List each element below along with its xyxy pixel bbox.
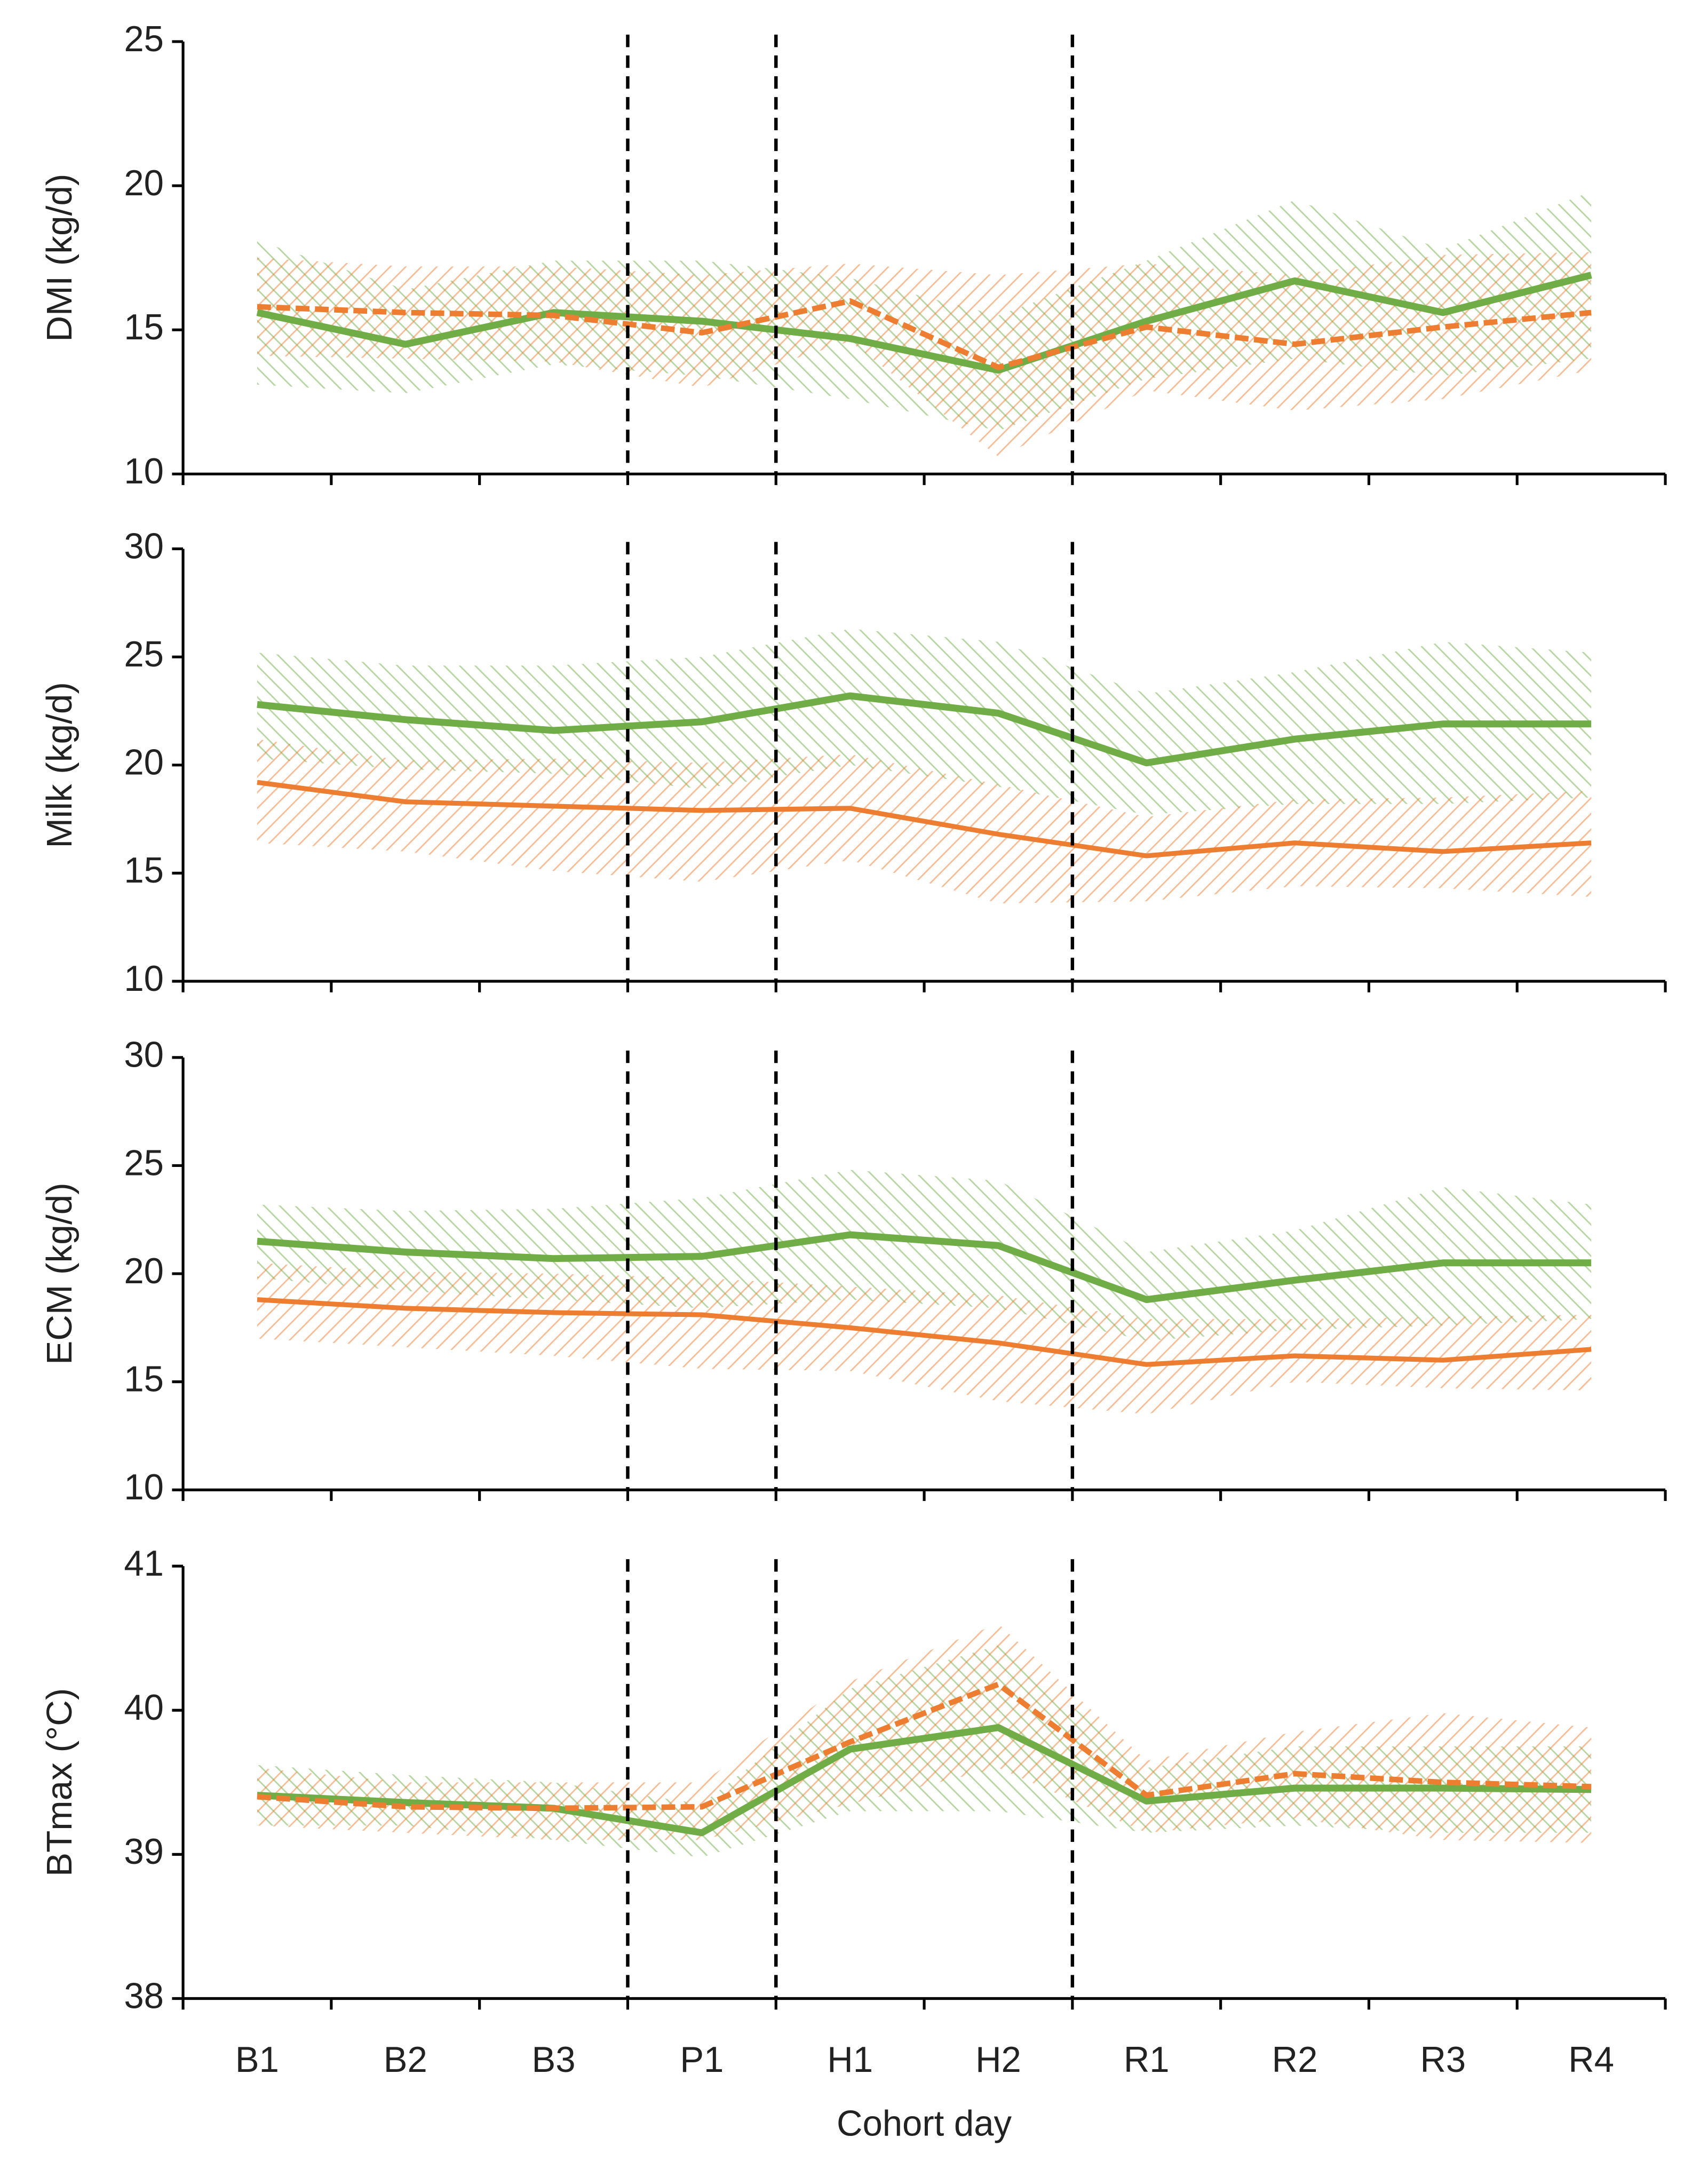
y-tick-label: 30 <box>124 526 164 566</box>
data-line <box>257 1297 1592 1367</box>
y-tick-label: 25 <box>124 19 164 59</box>
x-tick-label: B2 <box>384 2040 427 2080</box>
x-tick-label: R2 <box>1272 2040 1318 2080</box>
data-line <box>257 692 1592 767</box>
x-tick-label: H2 <box>975 2040 1021 2080</box>
data-line <box>256 272 1592 374</box>
data-line <box>257 298 1592 370</box>
y-tick-label: 10 <box>124 1467 164 1507</box>
y-tick-label: 15 <box>124 1359 164 1399</box>
y-axis-label: ECM (kg/d) <box>39 1182 80 1364</box>
y-tick-label: 39 <box>124 1832 164 1872</box>
x-axis-label: Cohort day <box>837 2103 1012 2143</box>
y-tick-label: 40 <box>124 1688 164 1728</box>
y-tick-label: 25 <box>124 1143 164 1183</box>
y-axis-label: DMI (kg/d) <box>39 174 80 342</box>
y-tick-label: 15 <box>124 851 164 891</box>
error-band <box>257 1262 1592 1415</box>
y-tick-label: 41 <box>124 1544 164 1584</box>
y-tick-label: 10 <box>124 451 164 491</box>
x-tick-label: H1 <box>827 2040 873 2080</box>
y-axis-label: BTmax (°C) <box>39 1688 80 1877</box>
y-tick-label: 10 <box>124 959 164 999</box>
x-tick-label: R1 <box>1124 2040 1170 2080</box>
y-axis-label: Milk (kg/d) <box>39 682 80 848</box>
data-line <box>257 1681 1592 1812</box>
x-tick-label: B1 <box>235 2040 279 2080</box>
y-tick-label: 20 <box>124 742 164 782</box>
data-line <box>257 780 1592 859</box>
y-tick-label: 30 <box>124 1035 164 1075</box>
data-line <box>257 1231 1592 1304</box>
x-tick-label: R3 <box>1420 2040 1466 2080</box>
y-tick-label: 20 <box>124 1251 164 1291</box>
y-tick-label: 15 <box>124 307 164 347</box>
x-tick-label: R4 <box>1568 2040 1614 2080</box>
x-tick-label: P1 <box>680 2040 724 2080</box>
y-tick-label: 25 <box>124 634 164 674</box>
y-tick-label: 38 <box>124 1976 164 2016</box>
x-tick-label: B3 <box>532 2040 576 2080</box>
y-tick-label: 20 <box>124 163 164 203</box>
